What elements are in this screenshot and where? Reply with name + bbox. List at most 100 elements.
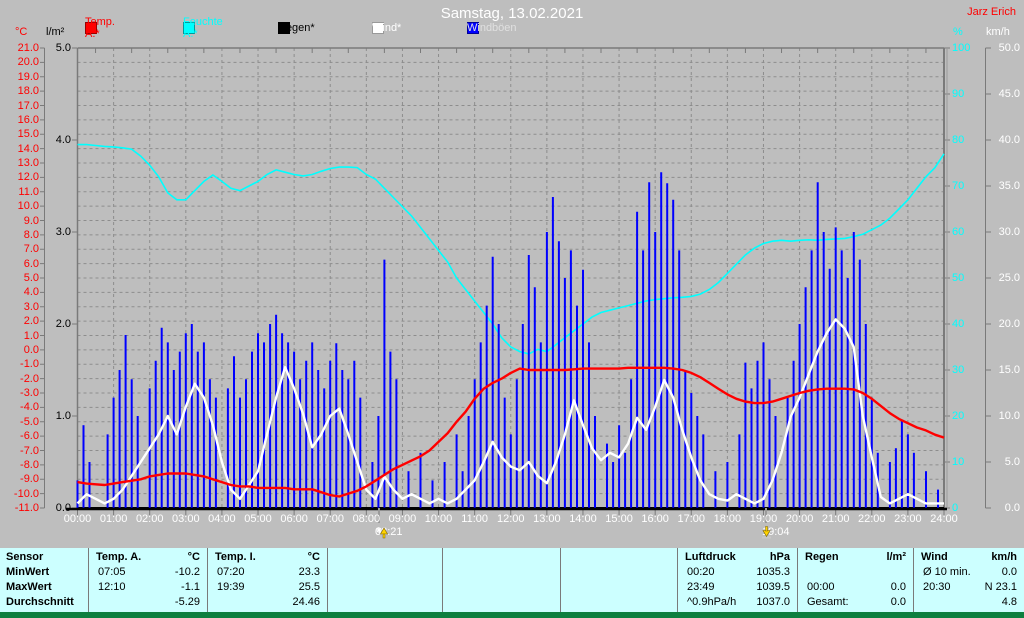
humidity-axis-tick-label: 40 xyxy=(952,318,965,330)
sunset-icon xyxy=(762,526,771,539)
rain-axis-tick-label: 4.0 xyxy=(55,134,71,146)
x-axis-tick-label: 16:00 xyxy=(641,513,669,525)
humidity-axis-tick-label: 80 xyxy=(952,134,965,146)
temp-axis-tick-label: -5.0 xyxy=(20,415,39,428)
temp-axis-tick-label: 9.0 xyxy=(23,214,39,227)
legend-label: Windböen xyxy=(467,22,517,34)
wind-series-line xyxy=(76,318,944,505)
temp-axis-tick-label: -11.0 xyxy=(14,502,39,514)
sunset-marker: 19:04 xyxy=(762,526,790,539)
stats-cell-value: 0.0 xyxy=(1001,566,1017,578)
x-axis-tick-label: 24:00 xyxy=(930,513,958,525)
stats-cell-value: 1037.0 xyxy=(756,596,790,608)
x-axis-tick-label: 00:00 xyxy=(63,513,92,525)
legend-swatch xyxy=(372,22,384,34)
stats-row-label: Sensor xyxy=(6,551,44,563)
x-axis-tick-label: 06:00 xyxy=(280,513,308,525)
stats-table-divider xyxy=(797,548,798,612)
temp-axis-tick-label: 5.0 xyxy=(23,272,39,284)
temp-axis-tick-label: -8.0 xyxy=(20,458,39,471)
stats-table-divider xyxy=(442,548,443,612)
temp-axis-tick-label: -1.0 xyxy=(20,358,39,371)
temp-axis-tick-label: 7.0 xyxy=(23,243,39,256)
wind-axis-tick-label: 30.0 xyxy=(998,226,1020,238)
humidity-axis-tick-label: 50 xyxy=(952,272,965,284)
legend-label: Wind* xyxy=(372,22,402,34)
stats-table-divider xyxy=(677,548,678,612)
temp-axis-tick-label: -2.0 xyxy=(20,372,39,385)
stats-cell-time: ^0.9hPa/h xyxy=(687,596,737,608)
legend-swatch xyxy=(85,22,97,34)
x-axis-tick-label: 08:00 xyxy=(352,513,381,525)
stats-col-name: Temp. I. xyxy=(215,551,256,563)
stats-row-label: Durchschnitt xyxy=(6,596,74,608)
stats-cell-time: 19:39 xyxy=(217,581,245,593)
stats-cell-value: -1.1 xyxy=(181,581,200,593)
x-axis-tick-label: 15:00 xyxy=(605,513,633,525)
temp-series-line xyxy=(77,366,945,498)
rain-axis-tick-label: 5.0 xyxy=(55,42,71,54)
temp-axis-tick-label: 8.0 xyxy=(23,228,39,241)
temp-axis-tick-label: 1.0 xyxy=(23,329,39,342)
stats-cell-time: 07:20 xyxy=(217,566,245,578)
humidity-axis-tick-label: 0 xyxy=(952,502,959,514)
stats-col-name: Luftdruck xyxy=(685,551,736,563)
x-axis-tick-label: 02:00 xyxy=(135,513,164,525)
axis-ticks xyxy=(40,47,991,515)
x-axis-tick-label: 04:00 xyxy=(208,513,236,525)
stats-table-divider xyxy=(207,548,208,612)
stats-col-name: Wind xyxy=(921,551,948,563)
x-axis-tick-label: 19:00 xyxy=(749,513,778,525)
temp-axis-tick-label: 19.0 xyxy=(17,70,39,83)
rain-axis-tick-label: 2.0 xyxy=(55,318,71,330)
temp-axis-tick-label: 21.0 xyxy=(17,42,39,54)
wind-axis-tick-label: 35.0 xyxy=(998,180,1020,192)
x-axis-tick-label: 21:00 xyxy=(821,513,850,525)
stats-cell-value: 23.3 xyxy=(298,566,320,578)
temp-axis-unit: °C xyxy=(15,26,28,38)
stats-table-bottom-bar xyxy=(0,612,1024,618)
temp-axis-tick-label: 14.0 xyxy=(17,142,39,155)
temp-axis-tick-label: -6.0 xyxy=(20,430,39,443)
sunset-time-label: 19:04 xyxy=(762,526,790,538)
stats-cell-value: N 23.1 xyxy=(984,581,1017,593)
x-axis-tick-label: 09:00 xyxy=(388,513,417,525)
temp-axis-tick-label: 17.0 xyxy=(17,99,39,112)
temp-axis-tick-label: 6.0 xyxy=(23,257,39,270)
x-axis-tick-label: 07:00 xyxy=(316,513,344,525)
page-title: Samstag, 13.02.2021 xyxy=(440,5,584,22)
humidity-axis-tick-label: 90 xyxy=(952,88,965,100)
legend-swatch xyxy=(467,22,479,34)
temp-axis-tick-label: -9.0 xyxy=(20,473,39,486)
stats-col-unit: °C xyxy=(307,551,320,563)
x-axis-tick-label: 01:00 xyxy=(99,513,128,525)
temp-axis-tick-label: 11.0 xyxy=(18,185,39,198)
legend-swatch xyxy=(183,22,195,34)
humidity-axis-tick-label: 10 xyxy=(952,456,965,468)
temp-axis-tick-label: -4.0 xyxy=(20,401,39,414)
temp-axis-tick-label: 18.0 xyxy=(17,85,39,98)
temp-axis-tick-label: 12.0 xyxy=(17,171,39,184)
x-axis-tick-label: 23:00 xyxy=(894,513,922,525)
station-name: Jarz Erich xyxy=(967,6,1016,18)
stats-cell-value: 0.0 xyxy=(890,581,906,593)
x-axis-tick-label: 11:00 xyxy=(461,513,488,525)
stats-cell-value: 1039.5 xyxy=(756,581,790,593)
x-axis-tick-label: 12:00 xyxy=(496,513,525,525)
wind-axis-tick-label: 0.0 xyxy=(1004,502,1020,514)
stats-cell-value: 4.8 xyxy=(1001,596,1017,608)
stats-row-label: MaxWert xyxy=(6,581,52,593)
temp-axis-tick-label: 16.0 xyxy=(17,113,39,126)
temp-axis-tick-label: -7.0 xyxy=(20,444,39,457)
stats-cell-time: Ø 10 min. xyxy=(923,566,971,578)
humidity-axis-tick-label: 30 xyxy=(952,364,965,376)
gusts-series-lines xyxy=(76,172,939,508)
stats-cell-time: 00:20 xyxy=(687,566,715,578)
humidity-axis-tick-label: 70 xyxy=(952,180,965,192)
stats-cell-time: 23:49 xyxy=(687,581,715,593)
temp-axis-tick-label: -3.0 xyxy=(20,387,39,399)
wind-axis-unit: km/h xyxy=(986,26,1010,38)
wind-axis-tick-label: 15.0 xyxy=(998,364,1020,376)
x-axis-tick-label: 18:00 xyxy=(713,513,742,525)
sunrise-icon xyxy=(375,527,388,539)
